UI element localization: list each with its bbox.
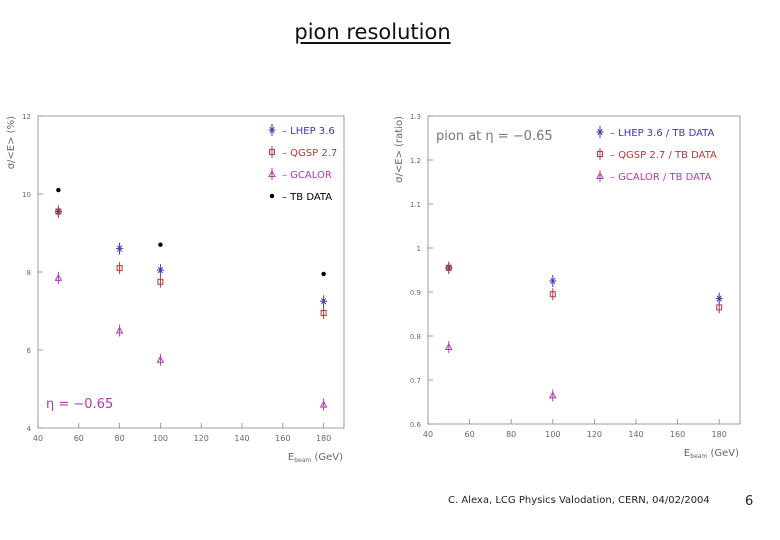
data-point [156,264,164,277]
x-tick-label: 120 [194,434,209,443]
plot-frame [427,115,741,425]
x-tick-label: 80 [115,434,125,443]
x-tick-label: 100 [545,430,560,439]
y-tick-label: 0.8 [410,333,421,341]
data-point [716,301,723,314]
slide-title: pion resolution [294,20,451,44]
y-tick-label: 10 [22,191,31,199]
legend-entry: – QGSP 2.7 / TB DATA [610,150,717,161]
footer-credit: C. Alexa, LCG Physics Valodation, CERN, … [448,495,710,506]
legend-marker [268,168,276,180]
legend-entry: – GCALOR / TB DATA [610,172,712,183]
y-tick-label: 0.7 [410,377,421,385]
y-tick-label: 4 [27,425,32,433]
data-point [54,271,63,284]
x-tick-label: 160 [670,430,685,439]
y-tick-label: 12 [22,113,31,121]
data-point [156,353,165,366]
x-tick-label: 120 [587,430,602,439]
y-tick-label: 1.2 [410,157,421,165]
ratio-plot-svg: 40 60 80 100 120 140 160 180 0.6 0.7 0.8 0.9 1 1.1 1.2… [394,113,741,460]
chart-title: pion at η = −0.65 [436,129,553,144]
y-tick-label: 0.9 [410,289,421,297]
data-point [157,275,164,288]
data-point [548,389,557,402]
legend-marker [596,170,604,182]
y-tick-label: 1 [417,245,421,253]
legend-marker [268,124,276,136]
resolution-plot: 40 60 80 100 120 140 160 180 4 6 8 10 12 Ebeam (GeV) σ… [0,98,380,478]
plot-frame [37,115,345,429]
data-point [444,341,453,353]
y-tick-label: 1.1 [410,201,421,209]
x-tick-label: 140 [628,430,643,439]
data-point [320,295,328,308]
legend-entry: – TB DATA [282,192,332,203]
data-point [56,187,61,193]
data-point [115,324,124,337]
data-point [158,242,163,247]
data-point [116,262,123,275]
legend-entry: – QGSP 2.7 [282,148,337,159]
legend-entry: – LHEP 3.6 [282,126,335,137]
data-point [320,306,327,319]
x-tick-label: 80 [506,430,516,439]
data-point [549,275,557,287]
x-tick-label: 60 [74,434,84,443]
x-tick-label: 180 [712,430,727,439]
x-tick-label: 60 [465,430,475,439]
y-axis-label: σ/<E> (ratio) [394,116,405,183]
data-point [319,398,328,411]
x-tick-label: 40 [423,430,433,439]
x-axis-label: Ebeam (GeV) [288,452,343,464]
legend-marker [269,146,275,158]
legend-marker [269,193,275,199]
x-tick-label: 140 [234,434,249,443]
legend-marker [596,126,604,138]
y-tick-label: 8 [27,269,31,277]
y-axis-label: σ/<E> (%) [6,116,17,169]
data-point [321,271,326,277]
page-number: 6 [745,494,754,509]
resolution-plot-svg: 40 60 80 100 120 140 160 180 4 6 8 10 12 Ebeam (GeV) σ… [6,113,345,464]
legend-marker [597,148,603,160]
x-axis-label: Ebeam (GeV) [684,448,739,460]
y-tick-label: 1.3 [410,113,421,121]
y-tick-label: 0.6 [410,421,422,429]
legend-entry: – LHEP 3.6 / TB DATA [610,128,714,139]
data-point [55,205,62,218]
legend-entry: – GCALOR [282,170,332,181]
data-point [549,288,556,301]
x-tick-label: 100 [153,434,168,443]
x-tick-label: 40 [33,434,43,443]
x-tick-label: 180 [316,434,331,443]
x-tick-label: 160 [275,434,290,443]
data-point [445,261,452,274]
eta-annotation: η = −0.65 [46,397,113,412]
data-point [116,242,124,255]
ratio-plot: 40 60 80 100 120 140 160 180 0.6 0.7 0.8 0.9 1 1.1 1.2… [386,98,766,478]
y-tick-label: 6 [27,347,32,355]
